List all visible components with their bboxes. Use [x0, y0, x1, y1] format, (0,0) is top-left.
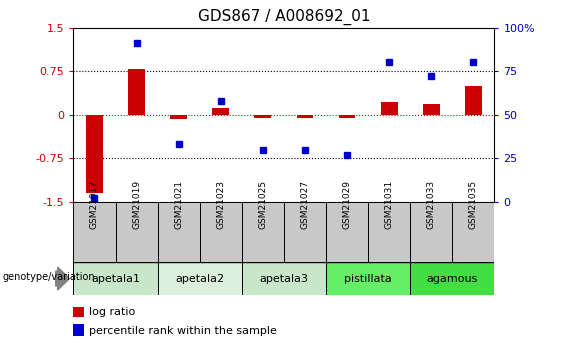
- Bar: [326, 262, 410, 295]
- Bar: [73, 324, 84, 336]
- Bar: [73, 305, 84, 317]
- Text: GSM21033: GSM21033: [427, 180, 436, 229]
- Text: log ratio: log ratio: [89, 307, 136, 316]
- Bar: [410, 202, 452, 262]
- Text: genotype/variation: genotype/variation: [3, 272, 95, 282]
- Bar: [73, 202, 116, 262]
- Bar: [73, 262, 158, 295]
- Text: pistillata: pistillata: [344, 274, 392, 284]
- Bar: [242, 202, 284, 262]
- Bar: [200, 202, 242, 262]
- Text: GSM21029: GSM21029: [342, 180, 351, 229]
- Text: GSM21031: GSM21031: [385, 180, 394, 229]
- Bar: [212, 108, 229, 115]
- Text: apetala3: apetala3: [259, 274, 308, 284]
- Bar: [170, 115, 187, 119]
- Bar: [116, 202, 158, 262]
- Bar: [381, 102, 398, 115]
- Bar: [242, 262, 326, 295]
- Bar: [452, 202, 494, 262]
- Bar: [326, 202, 368, 262]
- Bar: [423, 104, 440, 115]
- Text: apetala2: apetala2: [175, 274, 224, 284]
- Bar: [86, 115, 103, 193]
- Bar: [338, 115, 355, 118]
- Bar: [254, 115, 271, 118]
- Text: agamous: agamous: [427, 274, 478, 284]
- Text: GSM21023: GSM21023: [216, 180, 225, 229]
- Text: percentile rank within the sample: percentile rank within the sample: [89, 326, 277, 335]
- Bar: [158, 262, 242, 295]
- Text: GSM21017: GSM21017: [90, 180, 99, 229]
- Text: GSM21027: GSM21027: [301, 180, 310, 229]
- Text: GSM21021: GSM21021: [174, 180, 183, 229]
- Text: GSM21025: GSM21025: [258, 180, 267, 229]
- Text: apetala1: apetala1: [91, 274, 140, 284]
- Bar: [465, 86, 482, 115]
- Title: GDS867 / A008692_01: GDS867 / A008692_01: [198, 9, 370, 25]
- Bar: [297, 115, 314, 118]
- Bar: [128, 69, 145, 115]
- FancyArrow shape: [55, 267, 69, 290]
- Text: GSM21035: GSM21035: [469, 180, 478, 229]
- Text: GSM21019: GSM21019: [132, 180, 141, 229]
- Bar: [368, 202, 410, 262]
- Bar: [284, 202, 326, 262]
- Bar: [158, 202, 200, 262]
- Bar: [410, 262, 494, 295]
